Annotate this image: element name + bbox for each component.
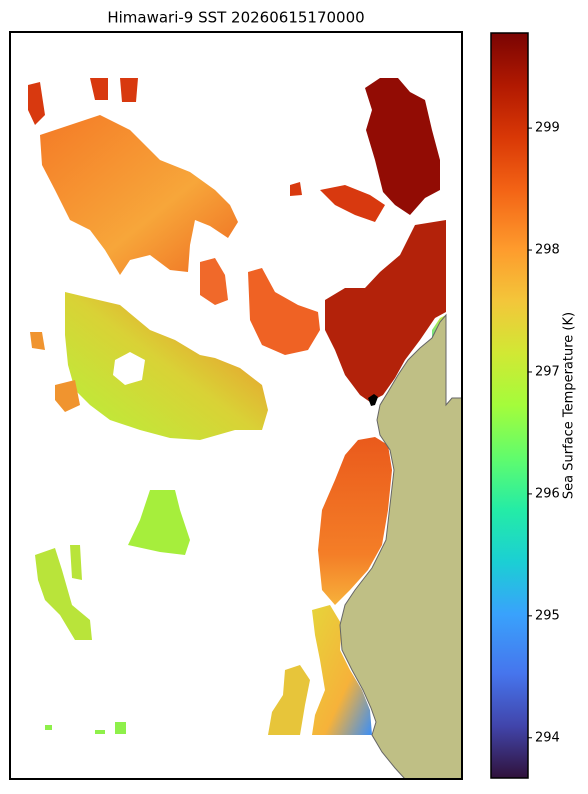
colorbar-tick-label: 295 xyxy=(535,608,560,623)
sst-patch xyxy=(35,545,92,640)
colorbar-tick-label: 294 xyxy=(535,730,560,745)
chart-title: Himawari-9 SST 20260615170000 xyxy=(107,9,364,27)
station-marker xyxy=(368,394,378,406)
colorbar-scale xyxy=(490,32,529,779)
sst-patch xyxy=(318,437,392,605)
map-frame xyxy=(9,31,463,780)
sst-patch xyxy=(30,332,80,412)
sst-patch xyxy=(268,665,310,735)
sst-patch xyxy=(248,268,320,355)
colorbar-tick-label: 297 xyxy=(535,364,560,379)
sst-patch xyxy=(40,115,238,275)
colorbar-tick-label: 296 xyxy=(535,486,560,501)
land xyxy=(339,313,463,780)
sst-patch xyxy=(28,78,385,222)
sst-patch xyxy=(128,490,190,555)
sst-patch xyxy=(312,605,372,735)
colorbar-tick-label: 298 xyxy=(535,243,560,258)
colorbar-label: Sea Surface Temperature (K) xyxy=(562,312,577,499)
sst-patch xyxy=(325,220,446,402)
sst-patch xyxy=(45,722,126,734)
sst-patch xyxy=(200,258,228,305)
sst-hole xyxy=(113,352,145,385)
colorbar-tick-label: 299 xyxy=(535,121,560,136)
sst-patch xyxy=(65,292,268,440)
sst-patch xyxy=(365,78,440,215)
sst-field xyxy=(28,78,446,735)
